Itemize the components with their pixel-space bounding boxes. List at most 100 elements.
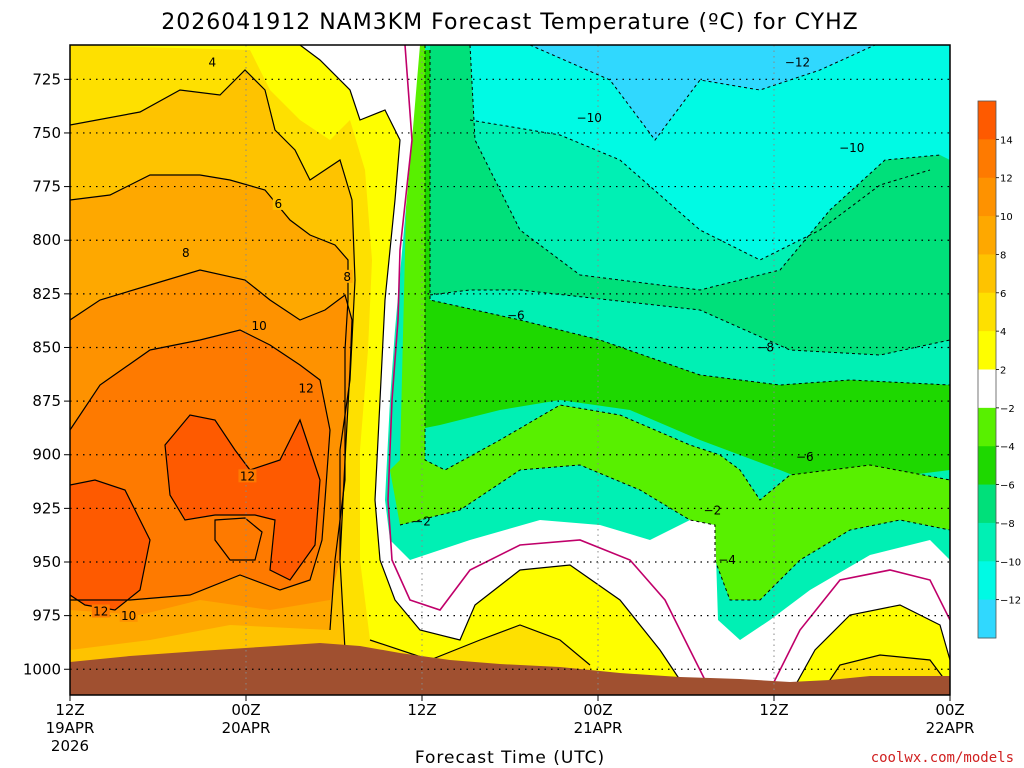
contour-label: 12: [298, 381, 313, 395]
terrain: [70, 643, 950, 695]
contour-label: −2: [704, 504, 722, 518]
plot-frame: [69, 44, 951, 696]
contour-label: 10: [252, 319, 267, 333]
colorbar-swatch: [978, 177, 996, 217]
colorbar-label: 6: [1000, 289, 1006, 300]
contour-minus2-lower: [399, 464, 950, 601]
contour-label: 8: [182, 246, 190, 260]
colorbar-label: 10: [1000, 212, 1013, 223]
y-tick-label: 1000: [23, 660, 61, 678]
chart-title: 2026041912 NAM3KM Forecast Temperature (…: [161, 10, 858, 35]
y-tick-label: 800: [32, 231, 61, 249]
x-tick-label: 00Z: [935, 701, 964, 719]
contour-minus2: [424, 45, 950, 501]
colorbar-swatch: [978, 561, 996, 601]
contour-2: [299, 45, 681, 681]
y-tick-label: 725: [32, 70, 61, 88]
contour-label-bg: [91, 604, 110, 618]
contour-minus8: [429, 289, 950, 356]
contour-labels: 4 6 8 8 10 12 12 12 10 −2 −10 −12 −10 −6 −8 −6 −2 −4: [91, 55, 864, 623]
y-tick-label: 900: [32, 446, 61, 464]
colorbar-swatch: [978, 101, 996, 140]
x-tick-label: 00Z: [231, 701, 260, 719]
contour-label-bg: [206, 55, 218, 69]
contour-8: [70, 269, 353, 561]
contour-12-pocket: [214, 517, 263, 561]
colorbar-swatch: [978, 484, 996, 524]
x-tick-date: 19APR: [46, 719, 95, 737]
x-tick-year: 2026: [51, 737, 89, 755]
colorbar-swatch: [978, 446, 996, 486]
colorbar-label: −10: [1000, 557, 1021, 568]
contour-label-bg: [119, 608, 138, 622]
y-tick-label: 875: [32, 392, 61, 410]
fill-green-minus6: [415, 50, 950, 490]
x-tick-date: 22APR: [926, 719, 975, 737]
colorbar-swatch: [978, 139, 996, 179]
contour-minus6: [469, 45, 941, 291]
contour-label-bg: [250, 319, 269, 333]
y-tick-label: 975: [32, 607, 61, 625]
fill-orange-14: [70, 480, 150, 610]
contour-label: 8: [343, 270, 351, 284]
colorbar-swatch: [978, 254, 996, 294]
contour-12-mid: [164, 414, 321, 581]
colorbar-swatch: [978, 407, 996, 447]
fill-green-minus4: [390, 45, 950, 600]
fill-orange-12-pocket: [215, 518, 262, 560]
credit-text: coolwx.com/models: [871, 750, 1014, 766]
contour-2-lower: [789, 604, 950, 695]
contour-0: [387, 45, 711, 691]
colorbar-label: −4: [1000, 442, 1015, 453]
contour-label-bg: [272, 196, 284, 210]
contour-label: 4: [208, 55, 216, 69]
contour-label: −12: [785, 55, 810, 69]
colorbar-swatch: [978, 292, 996, 332]
contour-minus10: [469, 119, 931, 261]
contour-label: 10: [121, 609, 136, 623]
contour-label: −10: [577, 111, 602, 125]
contour-label-bg: [297, 381, 316, 395]
contour-label: −6: [507, 308, 525, 322]
grid-lines: [70, 45, 950, 695]
colorbar-label: 2: [1000, 366, 1006, 377]
contour-label: 12: [93, 604, 108, 618]
y-tick-label: 750: [32, 124, 61, 142]
contour-minus12: [529, 45, 876, 141]
warm-contours: [70, 45, 950, 695]
colorbar-label: 4: [1000, 327, 1006, 338]
fill-orange-14-mid: [165, 415, 320, 580]
contour-label: −4: [718, 553, 736, 567]
contour-minus4: [429, 50, 950, 386]
zero-isotherm: [387, 45, 950, 691]
x-axis-title: Forecast Time (UTC): [415, 748, 605, 768]
x-tick-date: 20APR: [222, 719, 271, 737]
y-tick-label: 925: [32, 499, 61, 517]
colorbar-label: −8: [1000, 519, 1015, 530]
contour-12-left: [70, 479, 151, 611]
cold-contours: [399, 45, 950, 601]
contour-label: −10: [839, 141, 864, 155]
contour-label: 12: [240, 469, 255, 483]
contour-label: −8: [756, 341, 774, 355]
colorbar-label: 12: [1000, 174, 1013, 185]
y-tick-label: 825: [32, 285, 61, 303]
colorbar-swatch: [978, 599, 996, 639]
fill-cyan-minus12: [470, 45, 950, 260]
colorbar-swatch: [978, 331, 996, 370]
colorbar-label: 14: [1000, 135, 1013, 146]
contour-4-right: [819, 654, 946, 695]
fill-top-minus13: [530, 45, 875, 140]
contour-label-bg: [180, 246, 192, 260]
colorbar-label: −6: [1000, 481, 1015, 492]
y-tick-label: 950: [32, 553, 61, 571]
contour-6: [70, 174, 349, 631]
x-tick-label: 12Z: [759, 701, 788, 719]
x-tick-label: 12Z: [407, 701, 436, 719]
contour-label: 6: [274, 197, 282, 211]
x-tick-label: 00Z: [583, 701, 612, 719]
colorbar-label: −12: [1000, 596, 1021, 607]
fill-green-minus8: [430, 45, 950, 355]
